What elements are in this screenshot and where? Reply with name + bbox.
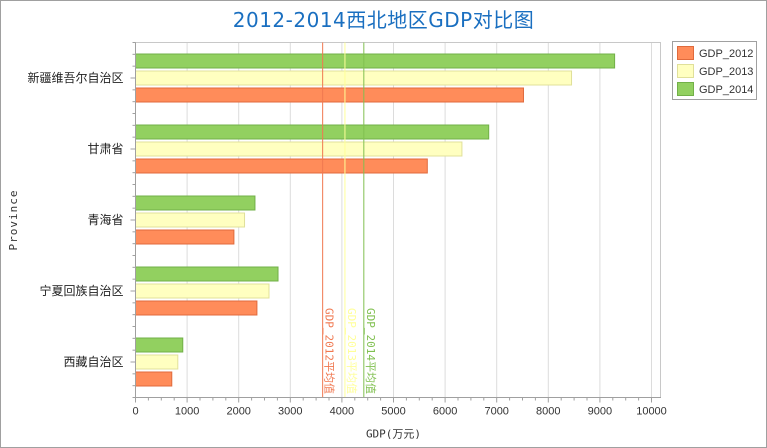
legend-label: GDP_2013 xyxy=(699,66,753,78)
bar-gdp-2012 xyxy=(135,87,524,103)
bar-gdp-2014 xyxy=(135,195,256,211)
x-tick-label: 10000 xyxy=(636,406,667,418)
reference-line-label: GDP_2013平均值 xyxy=(345,308,358,394)
legend-label: GDP_2014 xyxy=(699,84,753,96)
x-axis-title: GDP(万元) xyxy=(366,428,421,441)
legend-swatch xyxy=(677,64,694,78)
legend-swatch xyxy=(677,82,694,96)
legend-swatch xyxy=(677,46,694,60)
legend-label: GDP_2012 xyxy=(699,48,753,60)
x-tick-label: 6000 xyxy=(433,406,457,418)
bar-gdp-2013 xyxy=(135,141,463,157)
chart-title: 2012-2014西北地区GDP对比图 xyxy=(232,8,535,32)
bars xyxy=(135,53,616,387)
bar-gdp-2012 xyxy=(135,300,258,316)
reference-lines: GDP_2012平均值 GDP_2013平均值 GDP_2014平均值 xyxy=(322,42,377,398)
category-label: 甘肃省 xyxy=(87,142,123,156)
x-tick-label: 2000 xyxy=(226,406,250,418)
bar-gdp-2012 xyxy=(135,371,173,387)
x-tick-label: 8000 xyxy=(536,406,560,418)
bar-gdp-2014 xyxy=(135,266,279,282)
bar-gdp-2014 xyxy=(135,337,184,353)
x-tick-label: 9000 xyxy=(588,406,612,418)
bar-gdp-2013 xyxy=(135,70,573,86)
bar-gdp-2012 xyxy=(135,158,428,174)
category-label: 新疆维吾尔自治区 xyxy=(27,70,123,85)
bar-gdp-2013 xyxy=(135,212,246,228)
bar-gdp-2014 xyxy=(135,124,490,140)
x-tick-label: 3000 xyxy=(278,406,302,418)
bar-gdp-2013 xyxy=(135,354,179,370)
legend: GDP_2012 GDP_2013 GDP_2014 xyxy=(672,41,757,100)
category-label: 青海省 xyxy=(87,212,123,227)
y-axis-title: Province xyxy=(7,190,20,251)
category-label: 西藏自治区 xyxy=(63,355,123,369)
category-label: 宁夏回族自治区 xyxy=(39,283,123,298)
bar-gdp-2012 xyxy=(135,229,235,245)
x-tick-label: 0 xyxy=(132,406,138,418)
bar-gdp-2014 xyxy=(135,53,616,69)
x-tick-label: 1000 xyxy=(175,406,199,418)
x-tick-label: 7000 xyxy=(484,406,508,418)
x-tick-label: 4000 xyxy=(330,406,354,418)
bar-gdp-2013 xyxy=(135,283,270,299)
reference-line-label: GDP_2012平均值 xyxy=(323,308,336,394)
x-tick-label: 5000 xyxy=(381,406,405,418)
reference-line-label: GDP_2014平均值 xyxy=(364,308,377,394)
